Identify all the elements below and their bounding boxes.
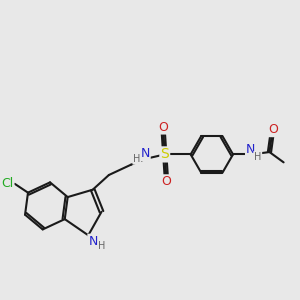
Text: N: N	[140, 147, 150, 160]
Text: N: N	[246, 142, 255, 156]
Text: H: H	[254, 152, 261, 162]
Text: O: O	[268, 123, 278, 136]
Text: O: O	[161, 175, 171, 188]
Text: S: S	[160, 147, 169, 161]
Text: Cl: Cl	[1, 177, 13, 190]
Text: H: H	[133, 154, 140, 164]
Text: N: N	[88, 235, 98, 248]
Text: H: H	[98, 241, 106, 251]
Text: O: O	[158, 121, 168, 134]
